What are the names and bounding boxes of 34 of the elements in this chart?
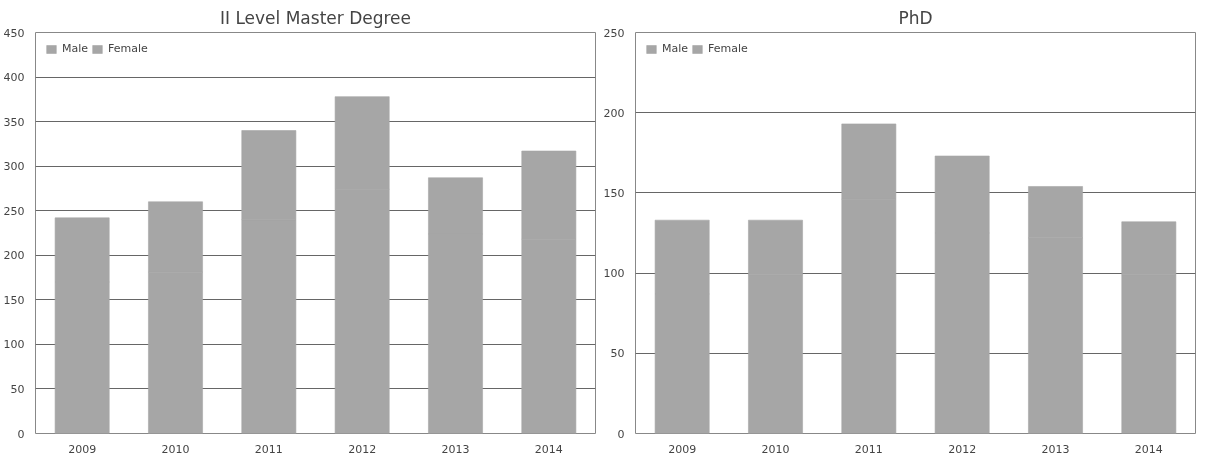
- y-tick-label: 100: [603, 267, 625, 281]
- x-tick-label: 2012: [348, 442, 377, 456]
- legend-label: Male: [662, 42, 689, 55]
- y-tick-label: 150: [3, 293, 25, 307]
- legend-label: Male: [62, 42, 89, 55]
- y-tick-label: 200: [603, 106, 625, 120]
- chart-title: II Level Master Degree: [219, 7, 412, 28]
- y-tick-label: 150: [603, 186, 625, 200]
- x-tick-label: 2009: [68, 442, 97, 456]
- y-tick-label: 50: [10, 382, 25, 396]
- x-tick-label: 2013: [441, 442, 470, 456]
- y-tick-label: 250: [3, 204, 25, 218]
- x-tick-label: 2013: [1041, 442, 1070, 456]
- y-tick-label: 100: [3, 338, 25, 352]
- x-tick-label: 2014: [534, 442, 563, 456]
- chart-title: PhD: [898, 7, 933, 28]
- legend-label: Female: [708, 42, 748, 55]
- x-tick-label: 2010: [161, 442, 190, 456]
- y-tick-label: 250: [603, 26, 625, 40]
- y-tick-label: 450: [3, 26, 25, 40]
- legend-label: Female: [108, 42, 148, 55]
- y-tick-label: 400: [3, 71, 25, 85]
- y-tick-label: 0: [617, 427, 625, 441]
- x-tick-label: 2011: [854, 442, 883, 456]
- x-tick-label: 2009: [668, 442, 697, 456]
- x-tick-label: 2012: [948, 442, 977, 456]
- x-tick-label: 2011: [254, 442, 283, 456]
- y-tick-label: 350: [3, 115, 25, 129]
- y-tick-label: 200: [3, 249, 25, 263]
- x-tick-label: 2010: [761, 442, 790, 456]
- x-tick-label: 2014: [1134, 442, 1163, 456]
- y-tick-label: 0: [17, 427, 25, 441]
- y-tick-label: 300: [3, 160, 25, 174]
- y-tick-label: 50: [610, 347, 625, 361]
